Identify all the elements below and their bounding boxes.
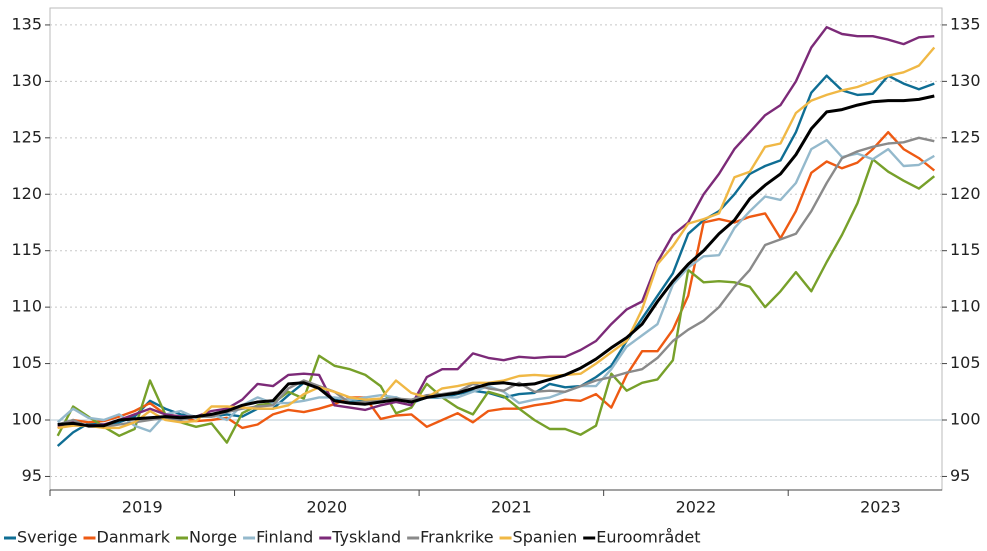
series-line bbox=[57, 131, 936, 430]
legend-label: Finland bbox=[256, 528, 313, 547]
y-tick-label: 105 bbox=[11, 353, 42, 372]
series-line bbox=[57, 46, 936, 430]
y-tick-label: 135 bbox=[11, 14, 42, 33]
x-tick-label: 2022 bbox=[676, 498, 717, 517]
y2-tick-label: 115 bbox=[950, 240, 981, 259]
series-line bbox=[56, 158, 936, 444]
y-tick-label: 120 bbox=[11, 184, 42, 203]
series-line bbox=[57, 26, 935, 427]
series-line bbox=[57, 94, 935, 428]
legend-label: Spanien bbox=[513, 528, 578, 547]
y-tick-label: 110 bbox=[11, 297, 42, 316]
legend-label: Danmark bbox=[97, 528, 171, 547]
legend-label: Euroområdet bbox=[596, 528, 700, 547]
y2-tick-label: 120 bbox=[950, 184, 981, 203]
legend-label: Frankrike bbox=[420, 528, 493, 547]
x-tick-label: 2020 bbox=[306, 498, 347, 517]
y2-tick-label: 135 bbox=[950, 14, 981, 33]
y-tick-label: 95 bbox=[22, 466, 42, 485]
y-tick-label: 115 bbox=[11, 240, 42, 259]
y-tick-label: 130 bbox=[11, 71, 42, 90]
x-tick-label: 2019 bbox=[122, 498, 163, 517]
legend-label: Sverige bbox=[17, 528, 78, 547]
x-tick-label: 2021 bbox=[491, 498, 532, 517]
y2-tick-label: 110 bbox=[950, 297, 981, 316]
y2-tick-label: 105 bbox=[950, 353, 981, 372]
y2-tick-label: 130 bbox=[950, 71, 981, 90]
legend-label: Tyskland bbox=[331, 528, 401, 547]
series-line bbox=[56, 138, 935, 433]
legend-label: Norge bbox=[189, 528, 237, 547]
y2-tick-label: 125 bbox=[950, 127, 981, 146]
y2-tick-label: 100 bbox=[950, 410, 981, 429]
y-tick-label: 100 bbox=[11, 410, 42, 429]
y2-tick-label: 95 bbox=[950, 466, 970, 485]
y-tick-label: 125 bbox=[11, 127, 42, 146]
x-tick-label: 2023 bbox=[860, 498, 901, 517]
